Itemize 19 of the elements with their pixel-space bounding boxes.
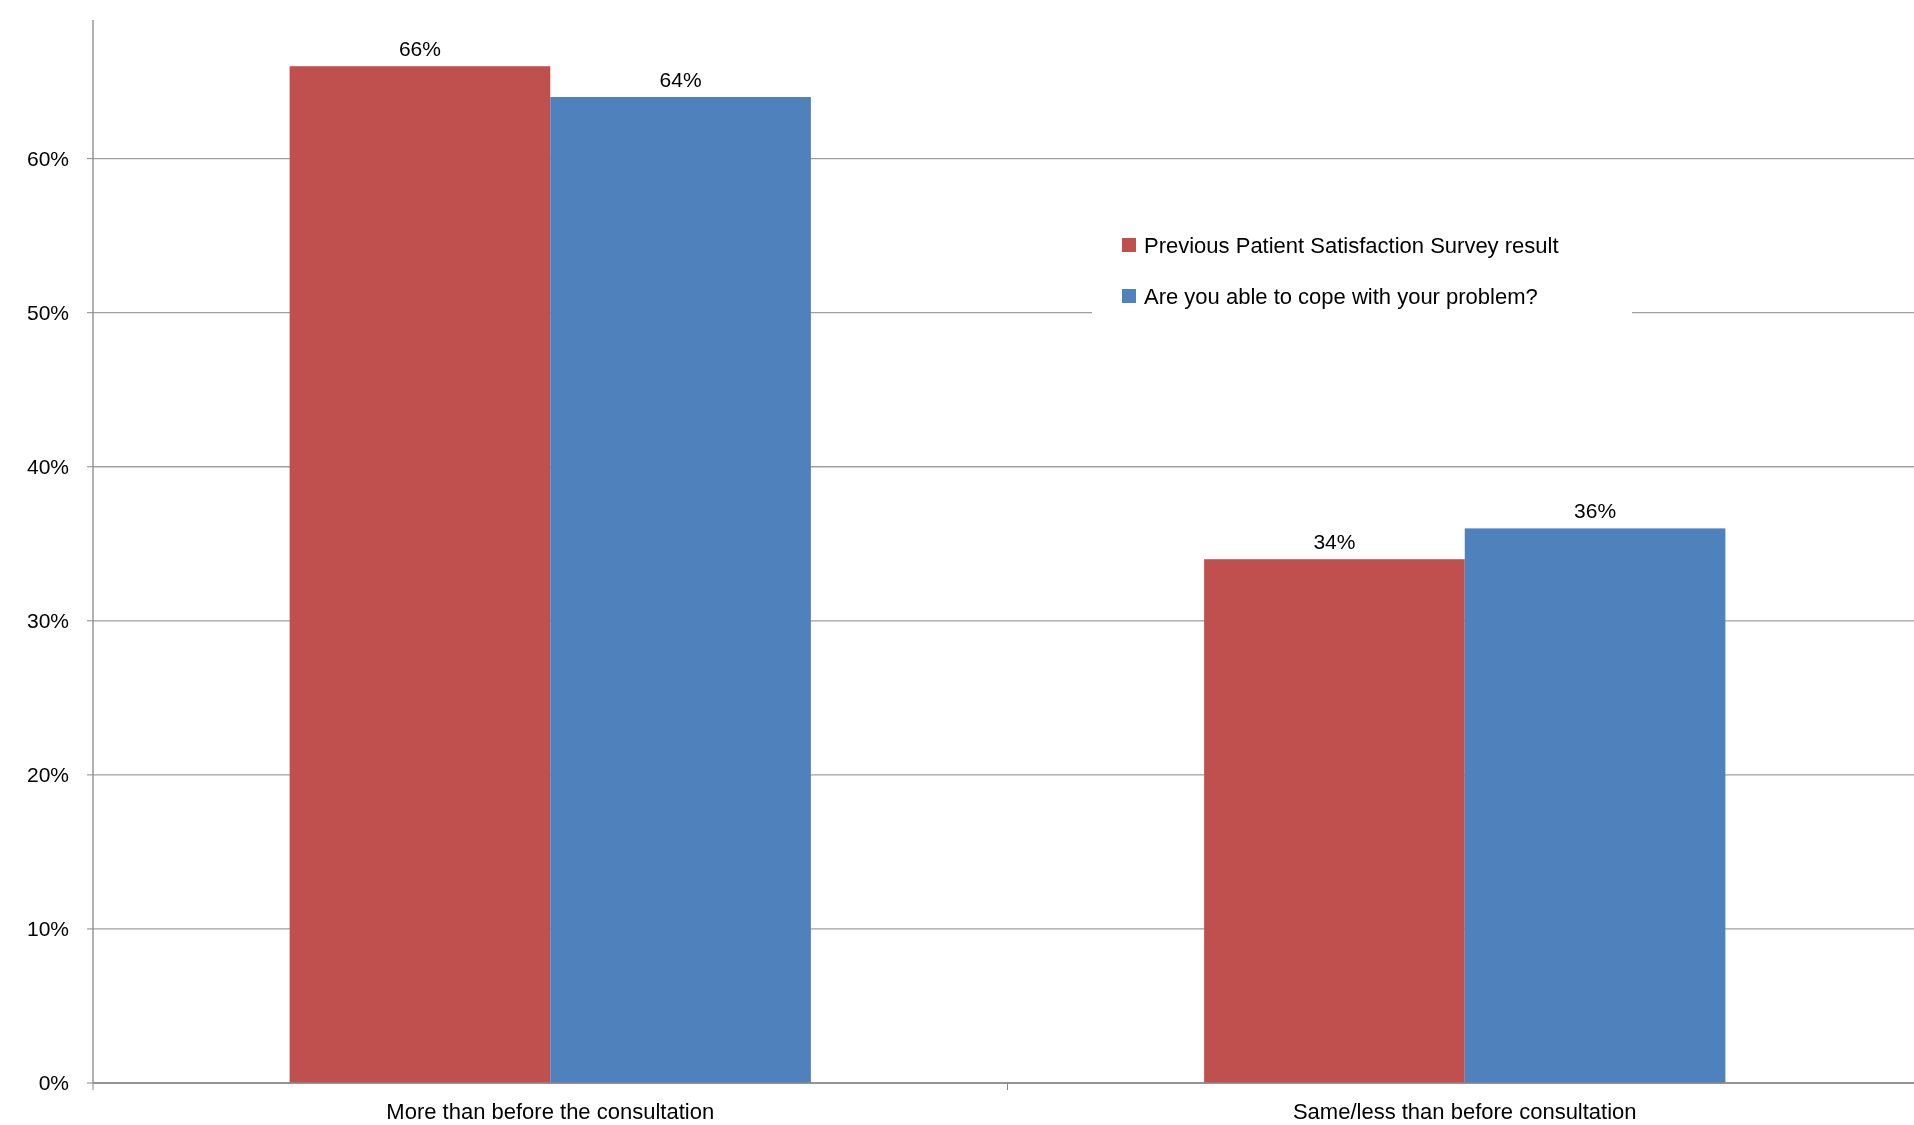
text: 34% bbox=[1313, 530, 1356, 554]
y-tick-label: 10% bbox=[26, 917, 69, 941]
x-tick-label: More than before the consultation bbox=[386, 1099, 715, 1124]
y-tick-label: 30% bbox=[26, 609, 69, 633]
y-tick-label: 0% bbox=[38, 1071, 69, 1095]
y-tick-label: 50% bbox=[26, 301, 69, 325]
bar bbox=[1464, 528, 1726, 1083]
legend-label: Previous Patient Satisfaction Survey result bbox=[1144, 232, 1559, 258]
legend-label: Are you able to cope with your problem? bbox=[1144, 283, 1538, 309]
text: 66% bbox=[398, 37, 441, 61]
text: 36% bbox=[1574, 499, 1617, 523]
bar bbox=[289, 66, 551, 1083]
x-tick-label: Same/less than before consultation bbox=[1292, 1099, 1637, 1124]
y-tick-label: 20% bbox=[26, 763, 69, 787]
y-tick-label: 40% bbox=[26, 455, 69, 479]
bar bbox=[550, 97, 811, 1083]
y-tick-label: 60% bbox=[26, 147, 69, 170]
text: 64% bbox=[659, 68, 702, 92]
bar bbox=[1204, 559, 1465, 1083]
